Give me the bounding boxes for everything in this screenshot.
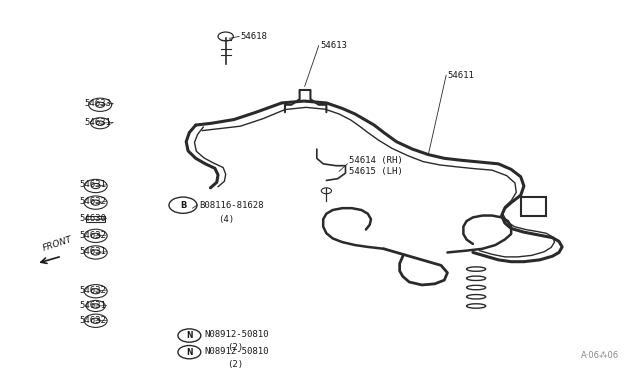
Bar <box>521 197 546 215</box>
Text: B08116-81628: B08116-81628 <box>199 201 264 210</box>
Text: 54632: 54632 <box>79 316 106 325</box>
Text: 54615 (LH): 54615 (LH) <box>349 167 403 176</box>
Text: 54618: 54618 <box>241 32 268 41</box>
Text: (2): (2) <box>228 343 244 352</box>
Text: 54631: 54631 <box>84 118 111 127</box>
Bar <box>86 216 105 222</box>
Text: 54614 (RH): 54614 (RH) <box>349 155 403 165</box>
Text: 54633: 54633 <box>84 99 111 108</box>
Text: N: N <box>186 348 193 357</box>
Text: 54632: 54632 <box>79 197 106 206</box>
Text: N: N <box>186 331 193 340</box>
Text: 54631: 54631 <box>79 301 106 310</box>
Text: 54632: 54632 <box>79 286 106 295</box>
Text: (2): (2) <box>228 360 244 369</box>
Text: 54631: 54631 <box>79 180 106 189</box>
Text: B: B <box>180 201 186 210</box>
Text: FRONT: FRONT <box>42 234 74 253</box>
Text: A·06⁂06: A·06⁂06 <box>581 350 620 359</box>
Text: 54632: 54632 <box>79 231 106 240</box>
Text: 54631: 54631 <box>79 247 106 256</box>
Text: 54613: 54613 <box>320 41 347 50</box>
Text: N08912-50810: N08912-50810 <box>204 330 269 339</box>
Text: 54630: 54630 <box>79 214 106 223</box>
Text: N08912-50810: N08912-50810 <box>204 347 269 356</box>
Text: 54611: 54611 <box>447 71 474 80</box>
Text: (4): (4) <box>218 215 234 224</box>
